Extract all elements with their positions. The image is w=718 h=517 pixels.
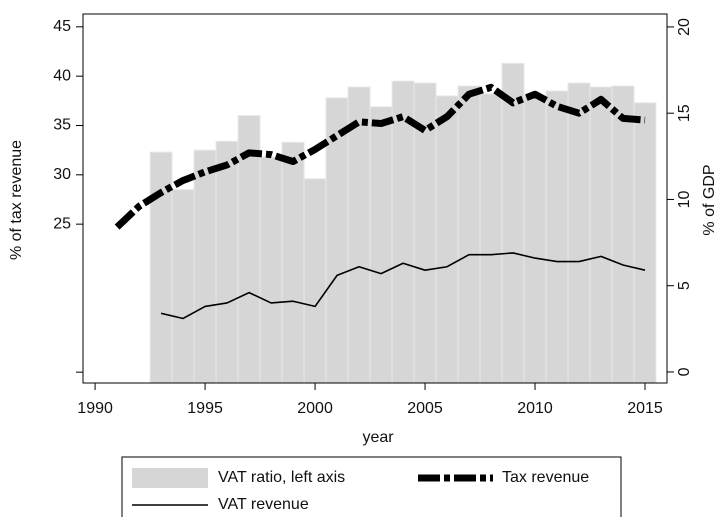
x-tick-label: 2010 [517,400,553,417]
y2-tick-label: 20 [676,18,693,36]
bar [611,85,635,384]
y2-tick-label: 15 [676,104,693,122]
bar [501,62,525,384]
legend-label: VAT ratio, left axis [218,469,345,486]
bar [215,140,239,384]
bar [567,82,591,384]
bar [479,93,503,384]
y2-tick-label: 5 [676,281,693,290]
x-tick-label: 2005 [407,400,443,417]
bar [589,86,613,384]
bar [325,97,349,384]
x-tick-label: 2000 [297,400,333,417]
legend-swatch [132,468,208,488]
line-1 [114,83,646,230]
x-tick-label: 2015 [627,400,663,417]
legend-label: Tax revenue [502,469,589,486]
x-tick-label: 1995 [187,400,223,417]
bar [633,102,657,384]
y2-axis-label: % of GDP [701,164,718,235]
line-2 [160,252,646,320]
bar [347,86,371,384]
y-tick-label: 45 [53,18,71,35]
y-tick-label: 30 [53,166,71,183]
bar [193,149,217,384]
bar [259,156,283,384]
y2-tick-label: 0 [676,367,693,376]
y-tick-label: 25 [53,215,71,232]
x-axis-label: year [362,429,394,446]
y-tick-label: 40 [53,67,71,84]
bar [545,90,569,384]
bar [171,189,195,384]
bar [523,95,547,384]
y2-tick-label: 10 [676,190,693,208]
legend-label: VAT revenue [218,496,309,513]
legend: VAT ratio, left axis Tax revenue VAT reven… [121,456,622,517]
bar [435,95,459,384]
bar [391,80,415,384]
bar [457,85,481,384]
bar [281,141,305,384]
y-axis-label: % of tax revenue [8,140,25,260]
plot-frame [82,13,668,384]
bar [369,106,393,384]
x-tick-label: 1990 [77,400,113,417]
bar [303,178,327,384]
y-tick-label: 35 [53,117,71,134]
